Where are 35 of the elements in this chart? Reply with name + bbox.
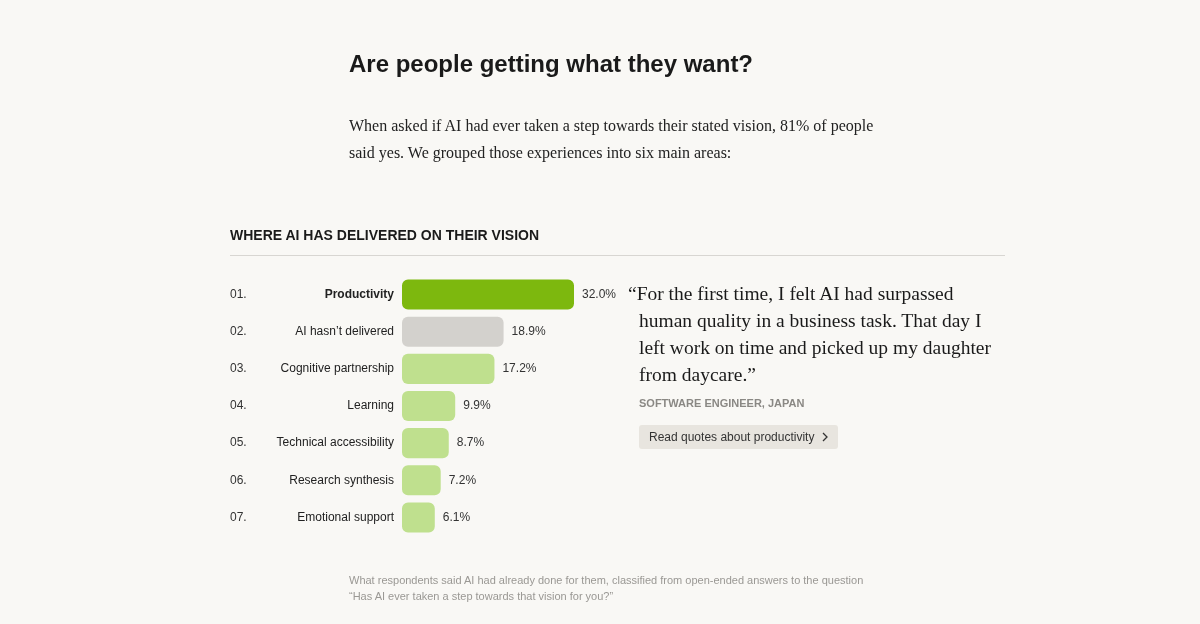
bar [402, 279, 574, 310]
text: SOFTWARE ENGINEER, JAPAN [639, 397, 805, 409]
text: 02. [230, 324, 247, 339]
data-label: 8.7% [456, 435, 485, 450]
y-tick-label: Cognitive partnership [280, 361, 395, 376]
bar [402, 390, 456, 422]
text: Read quotes about productivity [649, 430, 815, 444]
text: 04. [230, 398, 247, 413]
text: 07. [230, 509, 247, 524]
text: 01. [230, 286, 247, 301]
text: “For the first time, I felt AI had surpassed human quality in a business task. That day I left work on time and picked up my daughter from daycare.” [628, 282, 992, 387]
text: 05. [230, 435, 247, 450]
chart-title: Are people getting what they want? [349, 50, 754, 78]
bar [402, 502, 435, 533]
bar [402, 428, 449, 459]
y-tick-label: Productivity [324, 286, 395, 301]
text: 06. [230, 472, 247, 487]
bar [402, 353, 495, 384]
data-label: 9.9% [463, 398, 491, 413]
data-label: 6.1% [442, 509, 471, 524]
y-tick-label: Emotional support [297, 509, 395, 524]
data-label: 32.0% [582, 286, 617, 301]
data-label: 18.9% [511, 324, 546, 339]
y-tick-label: Learning [347, 398, 394, 413]
bar [402, 465, 441, 496]
text: What respondents said AI had already done for them, classified from open-ended answers to the question “Has AI ever taken a step towards that vision for you?” [349, 573, 865, 604]
text: When asked if AI had ever taken a step towards their stated vision, 81% of people said yes. We grouped those experiences into six main areas: [349, 116, 875, 164]
y-tick-label: AI hasn’t delivered [295, 324, 394, 339]
text: 03. [230, 361, 247, 376]
text: WHERE AI HAS DELIVERED ON THEIR VISION [230, 227, 540, 243]
data-label: 7.2% [448, 472, 477, 487]
data-label: 17.2% [502, 361, 537, 376]
bar [402, 316, 504, 347]
y-tick-label: Technical accessibility [276, 435, 394, 450]
y-tick-label: Research synthesis [289, 472, 394, 487]
